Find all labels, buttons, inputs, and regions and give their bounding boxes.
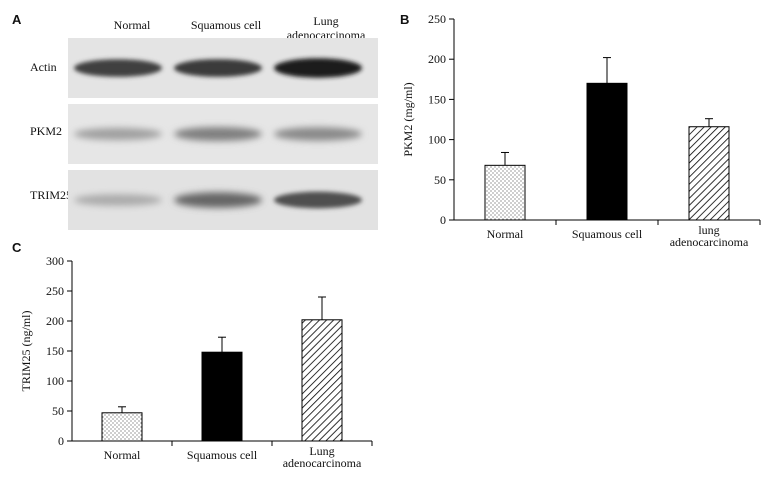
blot-band: [174, 192, 262, 208]
bar-0: [484, 164, 526, 221]
bar-2: [688, 126, 730, 221]
blot-column-label: Squamous cell: [190, 18, 262, 32]
blot-band: [274, 127, 362, 141]
y-tick-label: 0: [440, 213, 446, 227]
y-axis-label: TRIM25 (ng/ml): [19, 311, 33, 392]
x-tick-label: Lung adenocarcinoma: [283, 444, 362, 470]
blot-band: [174, 59, 262, 77]
y-tick-label: 100: [46, 374, 64, 388]
blot-band: [74, 59, 162, 77]
blot-band: [74, 127, 162, 141]
y-tick-label: 50: [434, 173, 446, 187]
y-tick-label: 200: [46, 314, 64, 328]
blot-column-label-line1: Lung: [313, 14, 339, 28]
y-tick-label: 100: [428, 133, 446, 147]
x-tick-label: Squamous cell: [572, 227, 643, 241]
panel-b-label: B: [400, 12, 410, 27]
blot-band: [274, 58, 362, 78]
y-tick-label: 150: [428, 92, 446, 106]
x-tick-label: Normal: [104, 448, 141, 462]
pkm2-bar-chart: 0 50 100 150 200 250 PKM2 (mg/ml) Normal Squamou…: [401, 12, 761, 249]
y-tick-label: 250: [46, 284, 64, 298]
y-tick-label: 300: [46, 254, 64, 268]
y-tick-label: 150: [46, 344, 64, 358]
blot-row-label-trim25: TRIM25: [30, 188, 72, 202]
panel-a-label: A: [12, 12, 22, 27]
blot-column-normal: Normal: [96, 18, 168, 32]
y-axis-label: PKM2 (mg/ml): [401, 82, 415, 156]
blot-band: [274, 191, 362, 209]
x-tick-label: Normal: [487, 227, 524, 241]
western-blot: [68, 38, 378, 230]
y-tick-label: 250: [428, 12, 446, 26]
y-tick-label: 0: [58, 434, 64, 448]
trim25-bar-chart: 0 50 100 150 200 250 300 TRIM25 (ng/ml) Normal Sq…: [19, 254, 373, 470]
blot-column-label: Normal: [113, 18, 151, 32]
y-tick-label: 50: [52, 404, 64, 418]
blot-column-squamous: Squamous cell: [176, 18, 276, 32]
bar-1: [201, 351, 243, 442]
bar-0: [101, 412, 143, 442]
blot-band: [74, 194, 162, 206]
bar-1: [586, 82, 628, 221]
blot-band: [174, 127, 262, 141]
bar-2: [301, 319, 343, 442]
blot-row-label-pkm2: PKM2: [30, 124, 63, 138]
x-tick-label: lung adenocarcinoma: [670, 223, 749, 249]
x-tick-label: Squamous cell: [187, 448, 258, 462]
panel-c-label: C: [12, 240, 22, 255]
blot-row-label-actin: Actin: [30, 60, 57, 74]
y-tick-label: 200: [428, 52, 446, 66]
